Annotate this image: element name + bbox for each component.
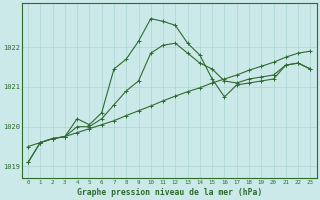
X-axis label: Graphe pression niveau de la mer (hPa): Graphe pression niveau de la mer (hPa): [76, 188, 262, 197]
